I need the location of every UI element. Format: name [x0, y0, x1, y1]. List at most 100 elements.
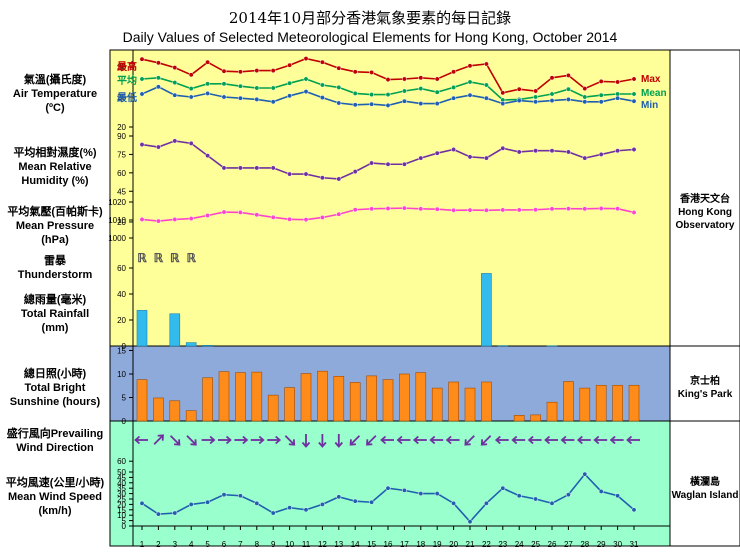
hko-en1: Hong Kong	[678, 207, 732, 218]
wind-arrow-head	[225, 435, 232, 445]
wi-zh: 橫瀾島	[690, 477, 720, 488]
temp-mean-point	[467, 79, 473, 85]
x-tick-label: 31	[630, 540, 639, 549]
wind-direction-arrow	[349, 435, 361, 446]
ws-point	[139, 500, 145, 506]
pres-point	[598, 206, 604, 211]
temp-mean-point	[582, 94, 588, 100]
rh-tick-label: 45	[117, 187, 126, 196]
temp-min-point	[565, 96, 571, 102]
x-tick-label: 9	[271, 540, 276, 549]
wind-arrow-shaft	[284, 435, 295, 445]
wind-direction-arrow	[284, 435, 296, 446]
temp-mean-point	[205, 81, 211, 87]
sunshine-bar	[218, 371, 230, 422]
rh-point	[598, 151, 604, 157]
temp-mean-point	[533, 94, 539, 100]
temp-mean-point	[237, 83, 243, 89]
x-tick-label: 29	[597, 540, 606, 549]
rh-point	[483, 155, 489, 161]
temp-tick-label: 25	[117, 93, 126, 102]
rain-label-unit: (mm)	[41, 322, 69, 334]
ws-point	[237, 493, 243, 499]
wind-arrow-head	[609, 435, 616, 445]
rh-point	[467, 154, 473, 160]
temp-mean-point	[303, 76, 309, 82]
temp-mean-point	[451, 84, 457, 90]
thunder-label-zh: 雷暴	[44, 255, 66, 267]
wind-arrow-shaft	[481, 435, 492, 445]
pressure-label: 平均氣壓(百帕斯卡) Mean Pressure (hPa)	[2, 205, 108, 247]
wind-arrow-head	[134, 435, 141, 445]
rain-tick-label: 0	[122, 342, 127, 351]
temp-min-point	[254, 96, 260, 102]
rainfall-label: 總雨量(毫米) Total Rainfall (mm)	[2, 293, 108, 335]
temp-mean-point	[615, 91, 621, 97]
pres-point	[565, 206, 571, 212]
temp-max-point	[565, 72, 571, 78]
pres-point	[631, 209, 637, 215]
sunshine-bar	[399, 373, 410, 422]
temp-min-point	[221, 94, 227, 100]
sunshine-bar	[530, 414, 541, 422]
rh-point	[631, 147, 637, 152]
ws-point	[319, 501, 325, 507]
wind-arrow-head	[494, 435, 501, 445]
temp-max-point	[533, 88, 539, 94]
temp-max-point	[172, 65, 178, 71]
temp-max-point	[237, 69, 243, 75]
sunshine-bar	[595, 384, 607, 422]
temp-mean-point	[155, 75, 161, 81]
wind-arrow-head	[209, 435, 216, 445]
temp-max-point	[434, 76, 440, 82]
pres-point	[319, 215, 325, 220]
pres-point	[385, 206, 391, 211]
pres-point	[237, 209, 243, 215]
rh-point	[352, 169, 358, 175]
sun-tick-label: 10	[117, 370, 126, 379]
sunshine-bar	[136, 379, 148, 422]
ws-point	[369, 499, 375, 505]
wind-arrow-head	[349, 439, 356, 446]
ws-tick-label: 35	[117, 484, 126, 493]
pres-tick-label: 1010	[108, 216, 126, 225]
sunshine-bar	[612, 384, 623, 422]
ws-point	[516, 493, 522, 499]
sunshine-bar	[563, 381, 574, 422]
wind-direction-arrow	[153, 434, 164, 445]
temp-tick-label: 20	[117, 123, 126, 132]
thunderstorm-symbol: ℝ	[186, 251, 196, 265]
temp-mean-point	[139, 76, 145, 82]
rh-label-zh: 平均相對濕度(%)	[13, 147, 97, 159]
ws-point	[565, 492, 571, 498]
sunshine-bar	[202, 377, 213, 422]
x-tick-label: 30	[613, 540, 622, 549]
wind-direction-arrow	[464, 435, 475, 446]
ws-tick-label: 20	[117, 500, 126, 509]
sunshine-bar	[185, 410, 197, 422]
temp-mean-point	[270, 85, 276, 91]
pres-tick-label: 1000	[108, 234, 126, 243]
legend-min-en: Min	[641, 100, 658, 111]
sun-tick-label: 5	[122, 394, 127, 403]
ws-point	[549, 500, 555, 506]
rh-point	[319, 175, 325, 181]
wind-arrow-head	[396, 435, 403, 445]
wind-arrow-head	[544, 435, 551, 445]
temp-min-point	[172, 92, 178, 98]
hko-bg	[109, 49, 671, 347]
temp-min-point	[369, 101, 375, 107]
x-tick-label: 26	[548, 540, 557, 549]
sunshine-label: 總日照(小時) Total Bright Sunshine (hours)	[2, 367, 108, 409]
temp-max-point	[205, 59, 211, 65]
ws-point	[582, 471, 588, 477]
temp-max-point	[549, 75, 555, 81]
wind-arrow-head	[366, 439, 373, 446]
temp-mean-point	[385, 92, 391, 98]
temp-min-point	[237, 95, 243, 101]
pres-point	[582, 206, 588, 212]
ws-point	[631, 507, 637, 513]
rainfall-bar	[481, 273, 492, 347]
ws-point	[172, 510, 178, 516]
ws-point	[287, 505, 293, 511]
